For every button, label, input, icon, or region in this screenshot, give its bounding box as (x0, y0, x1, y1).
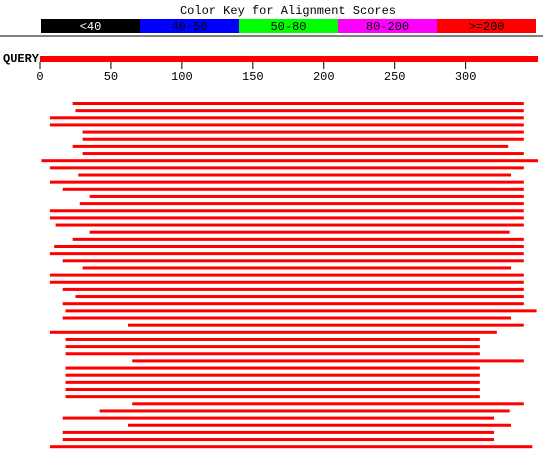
hit-bar (127, 323, 524, 327)
hit-bar (49, 252, 524, 256)
hit-bar (75, 295, 524, 299)
hit-bar (62, 259, 524, 263)
hit-bar (41, 159, 539, 163)
key-label: 50-80 (270, 20, 306, 34)
hit-bar (82, 130, 524, 134)
hit-bar (75, 109, 524, 113)
key-label: 80-200 (366, 20, 409, 34)
hit-bar (65, 337, 480, 341)
hit-bar (54, 245, 524, 248)
hit-bar (62, 416, 495, 420)
hit-bar (62, 430, 495, 434)
hit-bar (62, 316, 512, 320)
hit-bar (127, 423, 512, 427)
hit-bar (132, 402, 524, 406)
key-swatch (41, 19, 140, 33)
hit-bar (65, 373, 480, 377)
key-swatch (140, 19, 239, 33)
hit-bar (49, 445, 533, 449)
hit-bar (49, 216, 524, 220)
hit-bar (49, 330, 497, 334)
hit-bar (82, 266, 512, 270)
hit-bar (62, 438, 495, 442)
hit-bar (49, 209, 524, 213)
x-tick-label: 200 (313, 70, 335, 84)
hit-bar (49, 280, 524, 284)
x-tick-label: 50 (104, 70, 118, 84)
x-tick-label: 300 (455, 70, 477, 84)
hit-bar (65, 395, 480, 399)
hit-bar (49, 273, 524, 277)
hit-bar (79, 202, 524, 206)
hit-bar (78, 173, 512, 177)
x-tick-label: 150 (242, 70, 264, 84)
query-bar (40, 56, 538, 62)
key-swatch (239, 19, 338, 33)
hit-bar (65, 380, 480, 384)
hit-bar (72, 237, 524, 241)
hit-bar (62, 302, 524, 306)
hit-bar (65, 388, 480, 391)
hit-bar (132, 359, 524, 363)
hit-bar (62, 287, 524, 291)
hit-bar (55, 223, 524, 227)
key-swatch (437, 19, 536, 33)
key-label: <40 (80, 20, 102, 34)
hit-bar (49, 166, 524, 170)
hit-bar (89, 194, 524, 198)
key-swatch (338, 19, 437, 33)
hit-bar (49, 180, 524, 184)
hit-bar (82, 152, 524, 156)
query-label: QUERY (3, 52, 40, 66)
key-label: >=200 (468, 20, 504, 34)
hit-bar (49, 123, 524, 127)
hit-bar (65, 309, 537, 313)
hit-bar (89, 230, 510, 234)
hit-bar (65, 366, 480, 370)
x-tick-label: 0 (36, 70, 43, 84)
hit-bar (72, 144, 509, 148)
hit-bar (62, 187, 524, 191)
key-label: 40-50 (171, 20, 207, 34)
hit-bar (72, 102, 524, 105)
hit-bar (65, 345, 480, 349)
x-tick-label: 250 (384, 70, 406, 84)
x-tick-label: 100 (171, 70, 193, 84)
hit-bar (82, 137, 524, 141)
hit-bar (99, 409, 510, 413)
hit-bar (65, 352, 480, 356)
hit-bar (49, 116, 524, 120)
key-title: Color Key for Alignment Scores (180, 4, 396, 18)
